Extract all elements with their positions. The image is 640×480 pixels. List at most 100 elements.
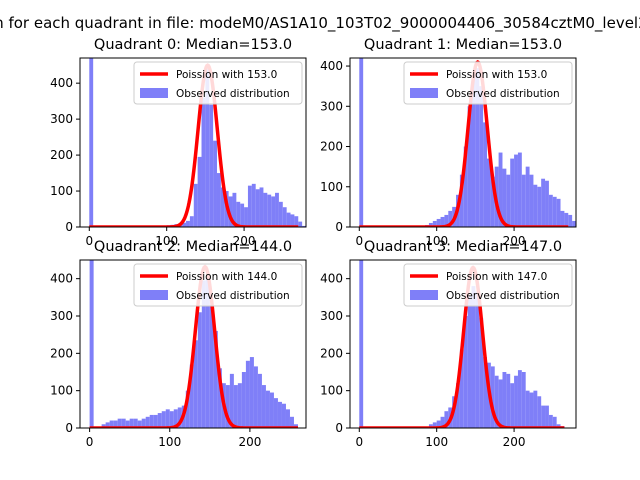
histogram-bar xyxy=(233,385,238,428)
y-tick-label: 300 xyxy=(320,99,343,113)
histogram-bar xyxy=(498,152,503,227)
x-tick-label: 200 xyxy=(503,234,526,248)
histogram-bar xyxy=(273,398,278,428)
histogram-bar xyxy=(267,194,272,227)
legend-swatch-observed xyxy=(410,88,438,98)
poisson-curve xyxy=(359,59,569,227)
histogram-bar xyxy=(510,383,515,428)
histogram-bar xyxy=(467,106,472,227)
y-tick-label: 100 xyxy=(50,184,73,198)
legend-swatch-observed xyxy=(140,290,168,300)
histogram-bar xyxy=(261,385,266,428)
histogram-bar xyxy=(259,187,264,227)
axes-frame xyxy=(349,57,577,228)
plot-area xyxy=(359,260,565,428)
histogram-bar xyxy=(556,424,561,428)
legend: Poission with 153.0 Observed distribution xyxy=(403,61,573,105)
histogram-bar xyxy=(564,212,569,227)
histogram-bar xyxy=(498,379,503,428)
histogram-bar xyxy=(253,366,258,428)
histogram-bar xyxy=(201,280,206,428)
histogram-bar xyxy=(428,424,433,428)
histogram-bar xyxy=(545,180,549,227)
histogram-bar xyxy=(448,210,453,227)
histogram-bar xyxy=(240,203,245,227)
histogram-bar xyxy=(241,372,246,428)
histogram-bar xyxy=(277,401,282,428)
histogram-bar xyxy=(359,260,364,428)
histogram-bar xyxy=(537,186,542,227)
histogram-bar xyxy=(137,420,142,428)
histogram-bar xyxy=(157,413,162,428)
histogram-bar xyxy=(475,68,480,227)
histogram-bar xyxy=(483,122,487,227)
histogram-bar xyxy=(533,184,538,227)
y-tick-label: 100 xyxy=(320,180,343,194)
histogram-bar xyxy=(444,411,449,428)
histogram-bar xyxy=(483,357,487,428)
y-tick-label: 200 xyxy=(320,346,343,360)
histogram-bar xyxy=(149,414,154,428)
histogram-bar xyxy=(161,411,166,428)
legend-label-poisson: Poission with 153.0 xyxy=(176,69,277,81)
x-tick-label: 200 xyxy=(233,234,256,248)
histogram-bar xyxy=(197,156,202,227)
poisson-curve xyxy=(89,63,299,227)
axes-frame xyxy=(349,259,577,429)
histogram-bar xyxy=(232,192,237,227)
histogram-bar xyxy=(89,260,94,428)
legend: Poission with 153.0 Observed distribution xyxy=(133,61,303,105)
histogram-bar xyxy=(293,424,298,428)
histogram-bar xyxy=(467,295,472,428)
x-tick-label: 0 xyxy=(355,435,363,449)
histogram-bar xyxy=(529,392,534,428)
histogram-bar xyxy=(456,383,460,428)
histogram-bar xyxy=(201,97,206,227)
histogram-bar xyxy=(209,304,214,428)
histogram-bar xyxy=(459,174,464,227)
histogram-bar xyxy=(529,174,534,227)
y-tick-label: 300 xyxy=(50,309,73,323)
histogram-bar xyxy=(294,216,299,227)
x-tick-label: 100 xyxy=(425,234,448,248)
legend-label-poisson: Poission with 144.0 xyxy=(176,271,277,283)
y-tick-label: 400 xyxy=(320,59,343,73)
histogram-bar xyxy=(228,196,233,227)
histogram-bar xyxy=(269,392,274,428)
histogram-bar xyxy=(541,178,546,227)
y-tick-label: 100 xyxy=(320,384,343,398)
histogram-bar xyxy=(568,214,573,227)
histogram-bar xyxy=(432,220,437,227)
histogram-bar xyxy=(533,390,538,428)
histogram-bar xyxy=(229,373,234,428)
histogram-bar xyxy=(265,390,270,428)
histogram-bar xyxy=(165,409,170,428)
y-tick-label: 200 xyxy=(50,148,73,162)
histogram-bar xyxy=(428,222,433,227)
histogram-bar xyxy=(556,198,561,227)
histogram-bar xyxy=(479,317,484,428)
histogram-bar xyxy=(479,86,484,227)
histogram-bar xyxy=(225,385,230,428)
legend-box xyxy=(133,61,303,105)
histogram-bar xyxy=(185,390,190,428)
histogram-bar xyxy=(213,140,217,227)
histogram-bar xyxy=(289,416,294,428)
histogram-bar xyxy=(463,316,468,428)
legend-box xyxy=(133,263,303,307)
poisson-curve xyxy=(359,265,565,428)
histogram-bar xyxy=(197,312,202,428)
axes-frame xyxy=(79,259,307,429)
quadrant-title: Quadrant 3: Median=147.0 xyxy=(364,239,562,255)
plot-area xyxy=(89,260,298,428)
histogram-bar xyxy=(436,420,441,428)
histogram-bar xyxy=(486,158,491,227)
histogram-bar xyxy=(263,192,268,227)
histogram-bar xyxy=(463,146,468,227)
histogram-bar xyxy=(193,183,198,227)
y-tick-label: 0 xyxy=(335,220,343,234)
quadrant-3-panel: 0 100 200 300 400 0 100 200 Quadrant 3: Median=1… xyxy=(320,239,577,449)
legend-label-observed: Observed distribution xyxy=(446,290,560,302)
x-tick-label: 100 xyxy=(158,435,181,449)
histogram-bar xyxy=(209,104,214,227)
